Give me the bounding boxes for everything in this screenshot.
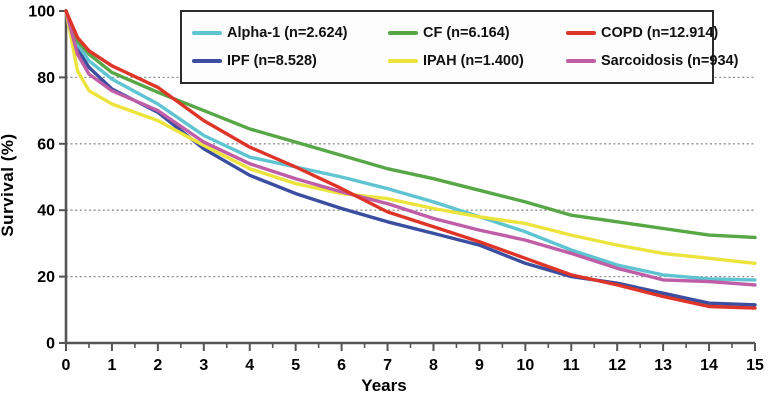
- legend-line-swatch: [388, 30, 418, 35]
- legend-line-swatch: [192, 30, 222, 35]
- y-tick-label: 100: [28, 4, 55, 21]
- survival-curve-alpha-1: [64, 9, 757, 282]
- legend-line-swatch: [192, 59, 222, 64]
- legend-item: Sarcoidosis (n=934): [566, 53, 738, 69]
- x-tick-label: 10: [516, 357, 534, 374]
- x-axis-title: Years: [361, 376, 407, 395]
- x-tick-label: 15: [746, 357, 764, 374]
- x-tick-label: 0: [62, 357, 71, 374]
- survival-curve-cf: [64, 9, 757, 240]
- legend-item-label: COPD (n=12.914): [601, 24, 719, 41]
- x-tick-label: 13: [654, 357, 672, 374]
- survival-curve-sarcoidosis: [64, 9, 757, 287]
- legend-line-swatch: [566, 59, 596, 64]
- x-tick-label: 14: [700, 357, 718, 374]
- legend-item-label: Sarcoidosis (n=934): [601, 53, 739, 70]
- x-tick-label: 12: [608, 357, 626, 374]
- x-tick-label: 4: [245, 357, 254, 374]
- y-tick-label: 20: [37, 269, 55, 286]
- x-tick-label: 6: [337, 357, 346, 374]
- x-tick-label: 1: [107, 357, 116, 374]
- legend-line-swatch: [388, 59, 418, 64]
- legend-item: CF (n=6.164): [388, 25, 566, 41]
- legend-item-label: CF (n=6.164): [423, 24, 510, 41]
- survival-curve-ipf: [64, 9, 757, 307]
- y-axis-title: Survival (%): [0, 133, 17, 237]
- y-tick-label: 40: [37, 203, 55, 220]
- legend-line-swatch: [566, 30, 596, 35]
- legend-item: IPF (n=8.528): [192, 53, 388, 69]
- y-tick-label: 0: [46, 336, 55, 353]
- legend-item-label: IPAH (n=1.400): [423, 53, 524, 70]
- legend-item: COPD (n=12.914): [566, 25, 738, 41]
- x-tick-label: 8: [429, 357, 438, 374]
- legend: Alpha-1 (n=2.624) CF (n=6.164) COPD (n=1…: [180, 10, 738, 84]
- x-tick-label: 5: [291, 357, 300, 374]
- survival-curve-copd: [64, 9, 757, 310]
- x-tick-label: 2: [153, 357, 162, 374]
- legend-item: Alpha-1 (n=2.624): [192, 25, 388, 41]
- legend-item: IPAH (n=1.400): [388, 53, 566, 69]
- x-tick-label: 9: [475, 357, 484, 374]
- legend-item-label: Alpha-1 (n=2.624): [227, 24, 348, 41]
- x-tick-label: 7: [383, 357, 392, 374]
- y-tick-label: 80: [37, 70, 55, 87]
- x-tick-label: 3: [199, 357, 208, 374]
- y-tick-label: 60: [37, 136, 55, 153]
- x-tick-label: 11: [563, 357, 580, 374]
- legend-item-label: IPF (n=8.528): [227, 53, 317, 70]
